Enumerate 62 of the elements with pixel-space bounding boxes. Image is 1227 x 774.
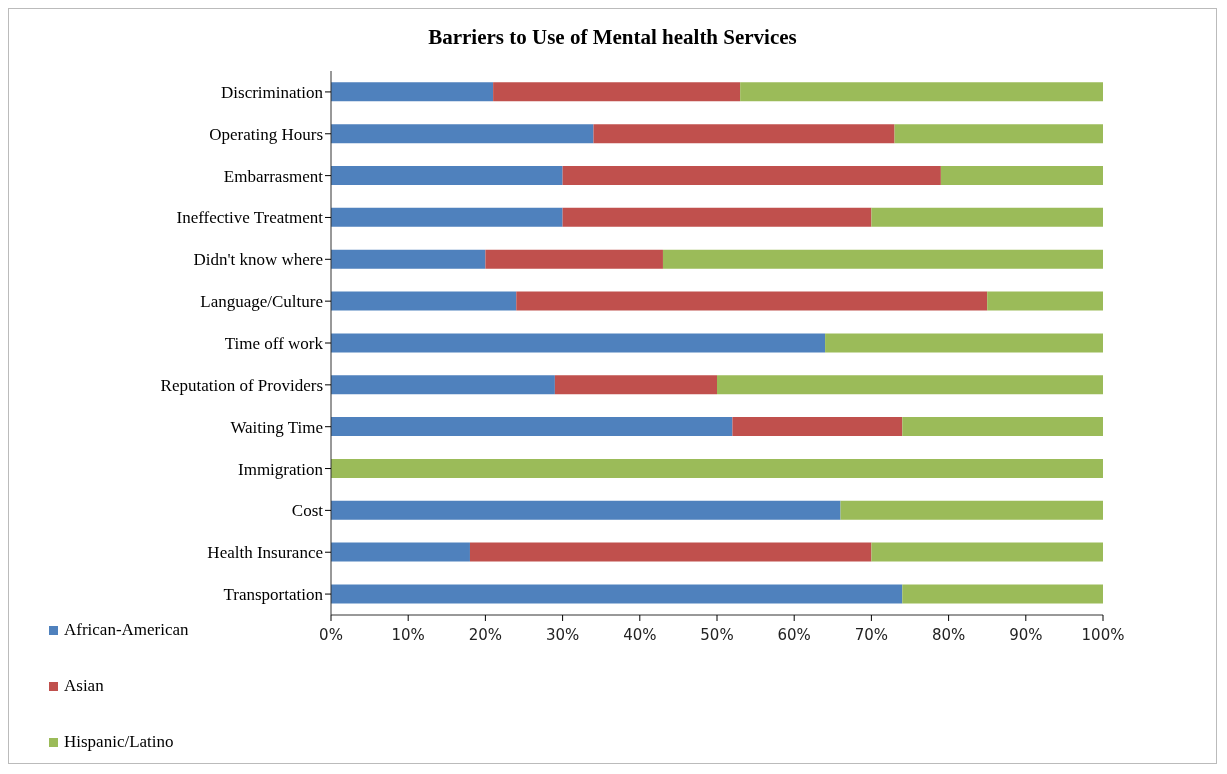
x-tick-label: 80% bbox=[931, 625, 966, 644]
bar bbox=[331, 165, 563, 185]
x-tick-label: 90% bbox=[1009, 625, 1043, 644]
bar bbox=[940, 165, 1103, 185]
x-tick-label: 50% bbox=[700, 625, 734, 644]
chart-title: Barriers to Use of Mental health Services bbox=[427, 25, 798, 50]
legend-label: African-American bbox=[64, 619, 189, 641]
x-tick-label: 30% bbox=[545, 625, 580, 644]
bar bbox=[902, 584, 1103, 604]
bar bbox=[717, 375, 1103, 395]
y-tick-label: Didn't know where bbox=[193, 250, 323, 270]
x-tick-label: 10% bbox=[391, 625, 425, 644]
bar bbox=[662, 249, 1103, 269]
bar bbox=[516, 291, 988, 311]
y-tick-label: Embarrasment bbox=[223, 166, 324, 186]
bar bbox=[331, 458, 1103, 478]
bar bbox=[331, 249, 486, 269]
y-tick-label: Operating Hours bbox=[209, 124, 323, 144]
bar bbox=[871, 207, 1103, 227]
bar bbox=[987, 291, 1103, 311]
y-tick-label: Time off work bbox=[224, 334, 324, 354]
bar bbox=[331, 124, 594, 144]
bar bbox=[331, 417, 733, 437]
y-tick-label: Transportation bbox=[223, 585, 324, 605]
x-tick-label: 0% bbox=[319, 625, 343, 644]
legend-label: Hispanic/Latino bbox=[64, 731, 174, 753]
y-tick-label: Reputation of Providers bbox=[160, 375, 323, 395]
x-tick-label: 60% bbox=[777, 625, 811, 644]
bar bbox=[331, 207, 563, 227]
y-tick-label: Language/Culture bbox=[200, 292, 323, 312]
bar bbox=[331, 82, 494, 102]
bar bbox=[902, 417, 1103, 437]
bar bbox=[331, 333, 826, 353]
bar bbox=[740, 82, 1103, 102]
bar bbox=[562, 165, 941, 185]
bar bbox=[331, 542, 470, 562]
bar bbox=[554, 375, 717, 395]
y-tick-label: Cost bbox=[291, 501, 324, 521]
x-tick-label: 20% bbox=[468, 625, 503, 644]
x-tick-label: 70% bbox=[854, 625, 889, 644]
bar bbox=[485, 249, 663, 269]
x-tick-label: 100% bbox=[1081, 625, 1125, 644]
y-tick-label: Ineffective Treatment bbox=[176, 208, 324, 228]
bar bbox=[493, 82, 741, 102]
bar bbox=[871, 542, 1103, 562]
bar bbox=[732, 417, 903, 437]
bar bbox=[331, 584, 903, 604]
bar bbox=[825, 333, 1103, 353]
bar bbox=[562, 207, 872, 227]
bar bbox=[331, 500, 841, 520]
y-tick-label: Waiting Time bbox=[230, 417, 323, 437]
bar bbox=[469, 542, 872, 562]
bar bbox=[840, 500, 1103, 520]
bar bbox=[593, 124, 895, 144]
y-tick-label: Health Insurance bbox=[207, 543, 323, 563]
y-tick-label: Immigration bbox=[238, 459, 324, 479]
bar bbox=[894, 124, 1103, 144]
y-tick-label: Discrimination bbox=[221, 82, 324, 102]
legend-label: Asian bbox=[64, 675, 104, 697]
bar bbox=[331, 375, 555, 395]
x-tick-label: 40% bbox=[623, 625, 657, 644]
bar bbox=[331, 291, 517, 311]
